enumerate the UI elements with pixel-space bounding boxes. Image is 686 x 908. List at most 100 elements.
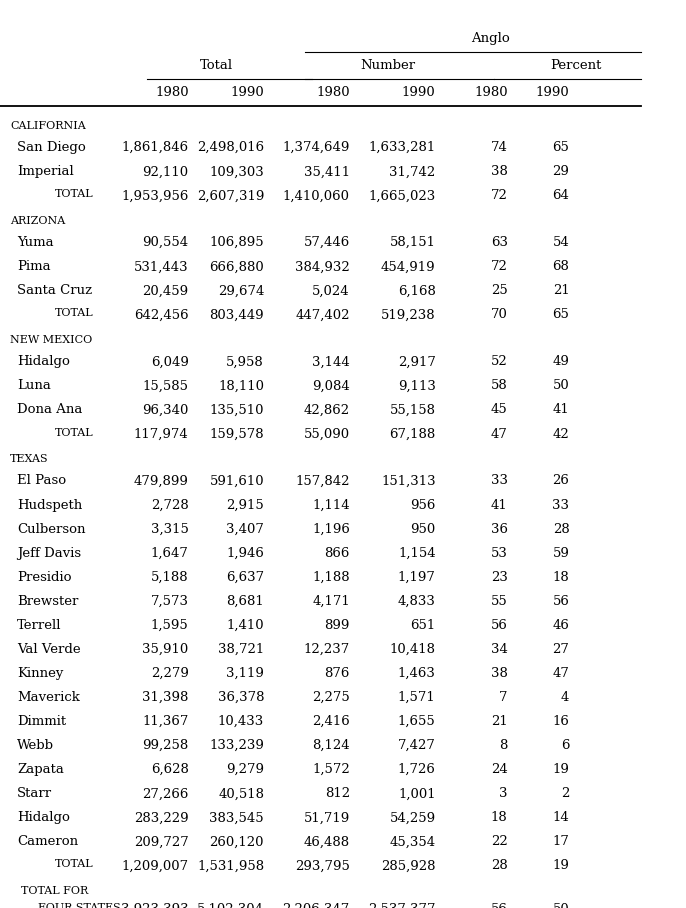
Text: 1,209,007: 1,209,007 [121, 860, 189, 873]
Text: 90,554: 90,554 [143, 236, 189, 250]
Text: 866: 866 [324, 547, 350, 559]
Text: 26: 26 [552, 475, 569, 488]
Text: 3,144: 3,144 [312, 355, 350, 369]
Text: 46: 46 [552, 619, 569, 632]
Text: 57,446: 57,446 [304, 236, 350, 250]
Text: 19: 19 [552, 764, 569, 776]
Text: 5,958: 5,958 [226, 355, 264, 369]
Text: 22: 22 [491, 835, 508, 848]
Text: 1,665,023: 1,665,023 [368, 190, 436, 202]
Text: TOTAL: TOTAL [55, 309, 93, 319]
Text: 25: 25 [491, 284, 508, 298]
Text: 68: 68 [552, 261, 569, 273]
Text: Total: Total [200, 59, 233, 72]
Text: 36: 36 [490, 523, 508, 536]
Text: 666,880: 666,880 [209, 261, 264, 273]
Text: 21: 21 [553, 284, 569, 298]
Text: Hidalgo: Hidalgo [17, 812, 70, 824]
Text: 52: 52 [491, 355, 508, 369]
Text: 63: 63 [490, 236, 508, 250]
Text: 3,119: 3,119 [226, 667, 264, 680]
Text: 133,239: 133,239 [209, 739, 264, 752]
Text: Zapata: Zapata [17, 764, 64, 776]
Text: 454,919: 454,919 [381, 261, 436, 273]
Text: TOTAL: TOTAL [55, 190, 93, 200]
Text: Kinney: Kinney [17, 667, 64, 680]
Text: 8,681: 8,681 [226, 595, 264, 607]
Text: 1,571: 1,571 [398, 691, 436, 704]
Text: 67,188: 67,188 [390, 428, 436, 440]
Text: 15,585: 15,585 [143, 380, 189, 392]
Text: 17: 17 [552, 835, 569, 848]
Text: 51,719: 51,719 [304, 812, 350, 824]
Text: Hidalgo: Hidalgo [17, 355, 70, 369]
Text: 1,647: 1,647 [151, 547, 189, 559]
Text: 1,196: 1,196 [312, 523, 350, 536]
Text: 41: 41 [553, 403, 569, 417]
Text: Imperial: Imperial [17, 165, 74, 178]
Text: 9,113: 9,113 [398, 380, 436, 392]
Text: 2,206,347: 2,206,347 [283, 903, 350, 908]
Text: 1,531,958: 1,531,958 [197, 860, 264, 873]
Text: 8: 8 [499, 739, 508, 752]
Text: TOTAL: TOTAL [55, 428, 93, 438]
Text: 42: 42 [553, 428, 569, 440]
Text: 1,410,060: 1,410,060 [283, 190, 350, 202]
Text: 1,154: 1,154 [398, 547, 436, 559]
Text: 29: 29 [552, 165, 569, 178]
Text: 49: 49 [552, 355, 569, 369]
Text: 1,001: 1,001 [398, 787, 436, 800]
Text: 1990: 1990 [402, 86, 436, 99]
Text: 1,410: 1,410 [226, 619, 264, 632]
Text: Dimmit: Dimmit [17, 716, 67, 728]
Text: 24: 24 [491, 764, 508, 776]
Text: 34: 34 [490, 643, 508, 656]
Text: 72: 72 [490, 261, 508, 273]
Text: 47: 47 [490, 428, 508, 440]
Text: 56: 56 [552, 595, 569, 607]
Text: 209,727: 209,727 [134, 835, 189, 848]
Text: Luna: Luna [17, 380, 51, 392]
Text: 1,655: 1,655 [398, 716, 436, 728]
Text: 38: 38 [490, 667, 508, 680]
Text: 383,545: 383,545 [209, 812, 264, 824]
Text: 31,398: 31,398 [142, 691, 189, 704]
Text: 642,456: 642,456 [134, 309, 189, 321]
Text: 4: 4 [561, 691, 569, 704]
Text: Percent: Percent [551, 59, 602, 72]
Text: 2,915: 2,915 [226, 498, 264, 511]
Text: 55,090: 55,090 [304, 428, 350, 440]
Text: 58: 58 [491, 380, 508, 392]
Text: 2,728: 2,728 [151, 498, 189, 511]
Text: 1,572: 1,572 [312, 764, 350, 776]
Text: 1,595: 1,595 [151, 619, 189, 632]
Text: 56: 56 [490, 619, 508, 632]
Text: 6,637: 6,637 [226, 571, 264, 584]
Text: 55: 55 [491, 595, 508, 607]
Text: 1,953,956: 1,953,956 [121, 190, 189, 202]
Text: 38,721: 38,721 [218, 643, 264, 656]
Text: San Diego: San Diego [17, 142, 86, 154]
Text: El Paso: El Paso [17, 475, 67, 488]
Text: 2,416: 2,416 [312, 716, 350, 728]
Text: Presidio: Presidio [17, 571, 71, 584]
Text: 6,628: 6,628 [151, 764, 189, 776]
Text: 1,114: 1,114 [312, 498, 350, 511]
Text: 956: 956 [410, 498, 436, 511]
Text: 36,378: 36,378 [217, 691, 264, 704]
Text: 2,279: 2,279 [151, 667, 189, 680]
Text: 53: 53 [490, 547, 508, 559]
Text: 45,354: 45,354 [390, 835, 436, 848]
Text: TEXAS: TEXAS [10, 454, 49, 464]
Text: 18: 18 [491, 812, 508, 824]
Text: 4,833: 4,833 [398, 595, 436, 607]
Text: 10,418: 10,418 [390, 643, 436, 656]
Text: Santa Cruz: Santa Cruz [17, 284, 93, 298]
Text: 293,795: 293,795 [295, 860, 350, 873]
Text: 65: 65 [552, 309, 569, 321]
Text: 54,259: 54,259 [390, 812, 436, 824]
Text: 6,168: 6,168 [398, 284, 436, 298]
Text: 159,578: 159,578 [209, 428, 264, 440]
Text: 651: 651 [410, 619, 436, 632]
Text: 64: 64 [552, 190, 569, 202]
